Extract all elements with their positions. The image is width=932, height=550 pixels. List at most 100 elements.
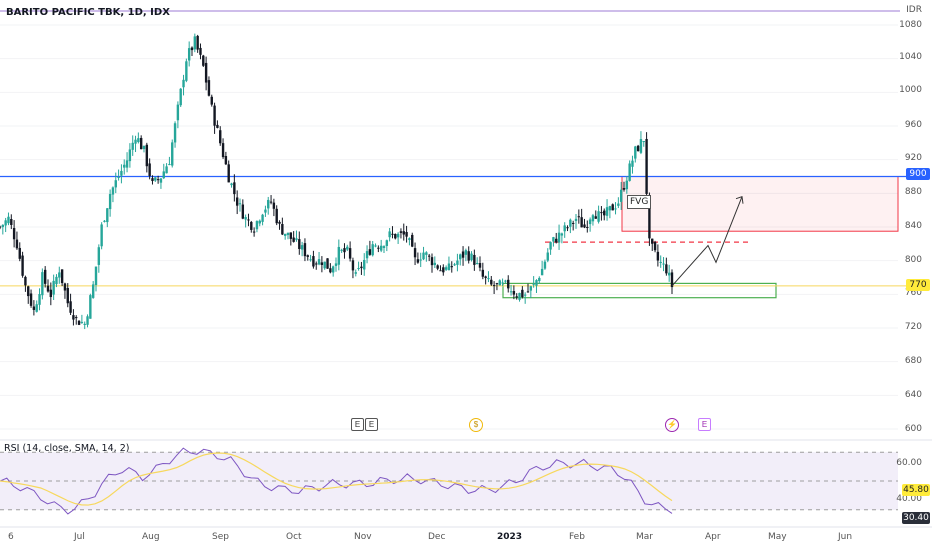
candle-body [176, 104, 180, 121]
time-tick: May [768, 532, 787, 542]
candle-body [286, 232, 290, 236]
candle-body [185, 61, 188, 81]
candle-body [106, 208, 109, 223]
main-plot-area[interactable] [0, 24, 906, 430]
candle-body [173, 123, 177, 143]
candle-body [264, 209, 267, 213]
candle-body [481, 269, 485, 277]
candle-body [665, 264, 668, 274]
candle-body [628, 163, 631, 181]
candle-body [303, 243, 307, 257]
candle-body [199, 47, 202, 55]
candle-body [120, 170, 123, 176]
candle-body [4, 220, 7, 226]
rsi-tick-40: 40.00 [896, 494, 922, 504]
rsi-title[interactable]: RSI (14, close, SMA, 14, 2) [4, 443, 130, 454]
candle-body [317, 259, 321, 265]
candle-body [549, 242, 552, 250]
price-tick: 1000 [899, 85, 922, 95]
price-tick: 880 [904, 187, 922, 197]
candle-body [442, 267, 445, 273]
candle-body [512, 291, 516, 295]
candle-body [475, 263, 479, 265]
split-event-icon[interactable]: ⚡ [665, 418, 679, 432]
candle-body [151, 178, 154, 182]
candle-body [484, 276, 487, 278]
candle-body [1, 224, 5, 228]
candle-body [459, 254, 462, 260]
candle-body [182, 79, 185, 88]
candle-body [75, 317, 78, 319]
candle-body [456, 260, 459, 265]
time-tick: Aug [142, 532, 160, 542]
price-badge-upper-level: 900 [906, 168, 930, 180]
candle-body [639, 139, 643, 153]
price-tick: 680 [904, 356, 922, 366]
candle-body [495, 283, 499, 285]
currency-label: IDR [906, 5, 922, 15]
candle-body [337, 246, 341, 265]
candle-body [557, 232, 561, 243]
candle-body [648, 196, 651, 239]
candle-body [515, 296, 518, 298]
earnings-event-icon[interactable]: E [365, 418, 378, 431]
candle-body [354, 272, 357, 274]
candle-body [52, 280, 55, 295]
candle-body [388, 231, 391, 238]
candle-body [97, 247, 101, 265]
candle-body [72, 315, 75, 320]
price-tick: 760 [904, 288, 922, 298]
candle-body [521, 289, 524, 298]
candle-body [532, 283, 535, 285]
candle-body [402, 231, 405, 235]
candle-body [134, 139, 137, 144]
candle-body [66, 288, 69, 304]
candle-body [125, 160, 129, 168]
earnings-event-icon[interactable]: E [698, 418, 711, 431]
candle-body [108, 194, 112, 210]
candle-body [323, 261, 326, 269]
candle-body [617, 203, 620, 206]
candle-body [653, 242, 657, 251]
candle-body [611, 204, 614, 211]
candle-body [86, 316, 89, 325]
candle-body [145, 144, 149, 167]
candle-body [139, 137, 143, 150]
candle-body [374, 245, 377, 247]
candle-body [360, 266, 363, 269]
time-tick: Apr [705, 532, 721, 542]
candle-body [295, 238, 298, 240]
candle-body [351, 260, 355, 271]
candle-body [411, 234, 414, 247]
candle-body [439, 270, 442, 272]
candle-body [416, 259, 420, 263]
rsi-pane[interactable] [0, 447, 898, 515]
candle-body [18, 247, 21, 259]
candle-body [552, 237, 555, 242]
earnings-event-icon[interactable]: E [351, 418, 364, 431]
dividend-event-icon[interactable]: $ [469, 418, 483, 432]
time-tick: 2023 [497, 532, 523, 542]
candle-body [213, 105, 216, 126]
candle-body [55, 276, 58, 285]
candle-body [227, 164, 230, 183]
candle-body [142, 145, 146, 150]
candle-body [275, 208, 278, 224]
fvg-label[interactable]: FVG [627, 195, 652, 209]
candle-body [80, 321, 84, 323]
candle-body [128, 149, 132, 162]
candle-body [162, 171, 165, 179]
candle-body [27, 286, 30, 297]
supply-zone [621, 176, 899, 232]
candle-body [154, 177, 157, 181]
candle-body [408, 238, 411, 240]
candle-body [35, 304, 38, 312]
candle-body [357, 268, 360, 270]
candle-body [631, 160, 634, 167]
candle-body [413, 248, 417, 258]
candle-body [123, 164, 126, 168]
price-tick: 1080 [899, 20, 922, 30]
candle-body [309, 259, 312, 261]
candle-body [258, 220, 261, 224]
